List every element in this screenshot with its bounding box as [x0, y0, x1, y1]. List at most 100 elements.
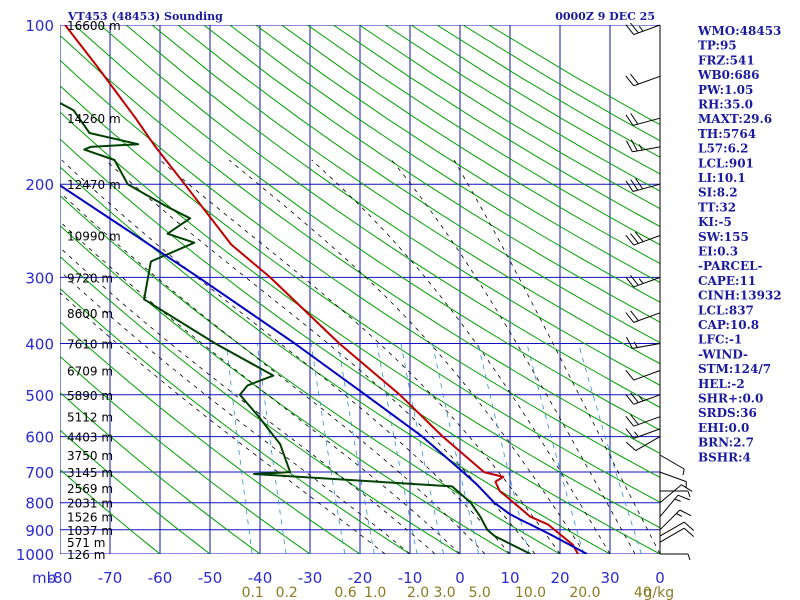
dry-adiabat-60 — [60, 85, 660, 503]
height-label-300: 9720 m — [67, 271, 113, 285]
moist-adiabat-20 — [159, 159, 561, 554]
wind-barb-550 — [625, 414, 661, 427]
mixing-ratio-label-0: 0.1 — [242, 585, 264, 600]
index-9: LCL:901 — [698, 156, 754, 170]
dry-adiabat-70 — [60, 59, 660, 479]
dry-adiabat-20 — [60, 195, 562, 554]
height-label-750: 2569 m — [67, 482, 113, 496]
dewpoint-trace — [60, 101, 531, 554]
height-label-650: 3750 m — [67, 449, 113, 463]
wind-barb-950 — [659, 527, 695, 543]
index-18: CINH:13932 — [698, 289, 782, 303]
index-25: SHR+:0.0 — [698, 392, 763, 406]
wind-barbs — [625, 22, 695, 561]
mixing-ratio-label-3: 1.0 — [364, 585, 386, 600]
wind-barb-350 — [625, 310, 661, 323]
temperature-axis: mb-80 -70 -60 -50 -40 -30 -20 -10 0 10 20 30 0 — [32, 569, 665, 587]
index-28: BRN:2.7 — [698, 436, 754, 450]
moist-adiabat-35 — [391, 159, 636, 554]
temperature-tick--50: -50 — [198, 569, 223, 587]
index-20: CAP:10.8 — [698, 318, 759, 332]
mixing-ratio-line-0.6 — [310, 343, 346, 554]
index-5: RH:35.0 — [698, 98, 753, 112]
temperature-tick--60: -60 — [148, 569, 173, 587]
temperature-tick-40: 0 — [655, 569, 665, 587]
dry-adiabat--40 — [60, 391, 261, 554]
dry-adiabat--10 — [60, 287, 411, 554]
index-7: TH:5764 — [698, 127, 756, 141]
dry-adiabat-90 — [73, 25, 660, 431]
temperature-tick--10: -10 — [398, 569, 423, 587]
mixing-ratio-line-5 — [432, 343, 479, 554]
mixing-ratio-axis: 0.1 0.2 0.6 1.0 2.0 3.0 5.0 10.0 20.0 40g/kg — [242, 585, 675, 600]
wind-barb-580 — [625, 428, 661, 439]
pressure-tick-500: 500 — [25, 387, 54, 405]
pressure-tick-200: 200 — [25, 176, 54, 194]
wind-barb-700 — [659, 471, 687, 489]
pressure-tick-900: 900 — [25, 522, 54, 540]
temperature-tick-0: 0 — [455, 569, 465, 587]
chart-title: VT453 (48453) Sounding — [67, 10, 223, 23]
height-label-100: 16600 m — [67, 19, 121, 33]
sounding-traces — [60, 25, 588, 554]
index-4: PW:1.05 — [698, 83, 753, 97]
index-3: WB0:686 — [697, 68, 759, 82]
wind-barb-200 — [625, 178, 661, 192]
height-label-250: 10990 m — [67, 230, 121, 244]
dry-adiabat-0 — [60, 255, 461, 554]
wind-barb-450 — [625, 369, 661, 381]
index-0: WMO:48453 — [697, 24, 781, 38]
index-12: TT:32 — [698, 200, 736, 214]
height-label-500: 5890 m — [67, 389, 113, 403]
dry-adiabat-100 — [99, 25, 660, 408]
height-label-700: 3145 m — [67, 466, 113, 480]
index-23: STM:124/7 — [698, 362, 771, 376]
index-13: KI:-5 — [698, 215, 732, 229]
stability-indices-panel: WMO:48453TP:95FRZ:541WB0:686PW:1.05RH:35… — [697, 24, 782, 464]
height-label-550: 5112 m — [67, 411, 113, 425]
mixing-ratio-line-1 — [337, 343, 375, 554]
temperature-tick-10: 10 — [500, 569, 519, 587]
mixing-ratio-label-9: 40 — [634, 585, 652, 600]
wind-barb-1000 — [660, 553, 691, 561]
mixing-ratio-line-10 — [477, 343, 530, 554]
dry-adiabat-140 — [203, 25, 660, 323]
moist-adiabat--15 — [60, 292, 386, 554]
mixing-ratio-label-1: 0.2 — [276, 585, 298, 600]
temperature-tick--80: -80 — [48, 569, 73, 587]
wind-barb-125 — [625, 73, 661, 87]
mixing-ratio-line-0.1 — [225, 343, 253, 554]
index-27: EHI:0.0 — [698, 421, 749, 435]
height-label-200: 12470 m — [67, 178, 121, 192]
pressure-tick-800: 800 — [25, 495, 54, 513]
index-29: BSHR:4 — [698, 450, 751, 464]
wind-barb-850 — [659, 494, 690, 518]
pressure-tick-600: 600 — [25, 429, 54, 447]
dry-adiabat--30 — [60, 355, 311, 554]
height-label-150: 14260 m — [67, 112, 121, 126]
temperature-tick-20: 20 — [550, 569, 569, 587]
pressure-tick-100: 100 — [25, 17, 54, 35]
pressure-tick-700: 700 — [25, 464, 54, 482]
index-6: MAXT:29.6 — [698, 112, 772, 126]
moist-adiabat-25 — [228, 159, 586, 554]
wind-barb-600 — [625, 436, 661, 452]
index-10: LI:10.1 — [698, 171, 746, 185]
wind-barb-250 — [625, 231, 661, 246]
moist-adiabat-10 — [61, 159, 511, 554]
temperature-tick-30: 30 — [600, 569, 619, 587]
height-label-800: 2031 m — [67, 497, 113, 511]
wind-barb-760 — [660, 490, 691, 498]
height-label-600: 4403 m — [67, 431, 113, 445]
index-17: CAPE:11 — [698, 274, 756, 288]
chart-timestamp: 0000Z 9 DEC 25 — [555, 10, 655, 23]
moist-adiabat-15 — [104, 159, 536, 554]
moist-adiabat-30 — [311, 159, 611, 554]
wind-barb-500 — [625, 392, 661, 405]
wind-barb-300 — [625, 275, 661, 288]
temperature-tick--20: -20 — [348, 569, 373, 587]
dry-adiabat-40 — [60, 138, 660, 554]
pressure-axis: 100 200 300 400 500 600 700 800 900 1000 — [16, 17, 54, 564]
pressure-tick-300: 300 — [25, 269, 54, 287]
